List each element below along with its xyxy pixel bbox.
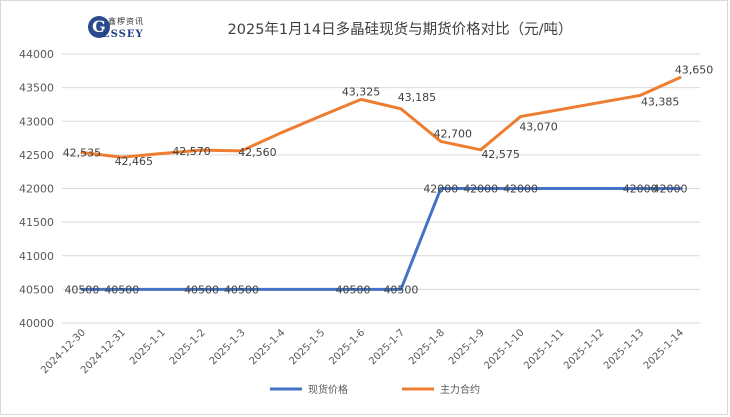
data-label: 42,700 [434, 127, 473, 140]
data-label: 40500 [224, 283, 259, 296]
data-label: 40500 [336, 283, 371, 296]
x-tick-label: 2025-1-5 [287, 327, 327, 367]
x-tick-label: 2025-1-8 [407, 327, 447, 367]
y-tick-label: 43500 [19, 82, 54, 95]
y-tick-label: 40500 [19, 283, 54, 296]
x-tick-label: 2025-1-3 [208, 327, 248, 367]
y-tick-label: 44000 [19, 48, 54, 61]
x-tick-label: 2025-1-11 [522, 327, 566, 371]
x-tick-label: 2025-1-4 [248, 327, 288, 367]
series-line-0 [80, 187, 682, 291]
data-label: 42,575 [481, 148, 520, 161]
y-tick-label: 42500 [19, 149, 54, 162]
series-line-1 [80, 76, 682, 159]
y-tick-label: 40000 [19, 317, 54, 330]
x-tick-label: 2025-1-10 [482, 327, 526, 371]
data-label: 40500 [383, 283, 418, 296]
logo-word: ESSEY [102, 29, 144, 40]
logo-top-text: 鑫椤资讯 [108, 17, 144, 26]
data-label: 40500 [64, 283, 99, 296]
data-label: 43,650 [675, 64, 714, 77]
data-label: 40500 [184, 283, 219, 296]
data-label: 42000 [653, 183, 688, 196]
x-tick-label: 2025-1-2 [168, 327, 208, 367]
data-label: 43,385 [641, 95, 680, 108]
x-tick-label: 2025-1-14 [642, 327, 686, 371]
legend-label-1: 主力合约 [440, 383, 480, 396]
data-label: 42,465 [115, 155, 154, 168]
x-tick-label: 2025-1-13 [602, 327, 646, 371]
y-tick-label: 42000 [19, 183, 54, 196]
x-tick-label: 2025-1-6 [327, 327, 367, 367]
data-label: 42000 [423, 183, 458, 196]
y-tick-label: 43000 [19, 115, 54, 128]
logo-mark: G [88, 16, 110, 38]
x-tick-label: 2025-1-7 [367, 327, 407, 367]
data-label: 43,070 [519, 121, 558, 134]
chart-title: 2025年1月14日多晶硅现货与期货价格对比（元/吨） [228, 21, 573, 38]
x-tick-label: 2025-1-1 [128, 327, 168, 367]
data-label: 42,570 [172, 145, 211, 158]
y-tick-label: 41000 [19, 250, 54, 263]
data-label: 43,185 [398, 91, 437, 104]
data-label: 42000 [463, 183, 498, 196]
y-tick-label: 41500 [19, 216, 54, 229]
x-tick-label: 2025-1-9 [447, 327, 487, 367]
data-label: 40500 [104, 283, 139, 296]
data-label: 42000 [503, 183, 538, 196]
data-label: 42,560 [238, 146, 277, 159]
gessey-logo: G 鑫椤资讯 ESSEY [88, 16, 144, 44]
legend-label-0: 现货价格 [308, 383, 348, 396]
data-label: 43,325 [342, 85, 381, 98]
x-tick-label: 2025-1-12 [562, 327, 606, 371]
data-label: 42,535 [63, 147, 102, 160]
data-label: 42000 [623, 183, 658, 196]
